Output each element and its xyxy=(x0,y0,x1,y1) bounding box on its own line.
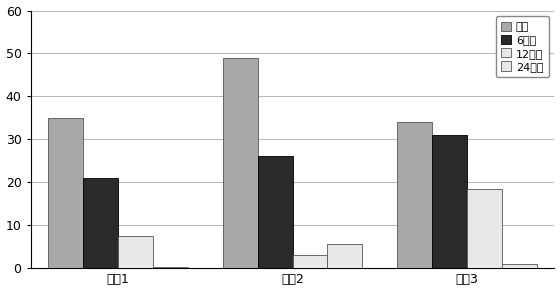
Bar xyxy=(292,255,328,268)
Bar xyxy=(83,178,118,268)
Bar xyxy=(397,122,432,268)
Bar xyxy=(223,58,258,268)
Bar xyxy=(153,267,188,268)
Bar xyxy=(118,236,153,268)
Bar xyxy=(48,118,83,268)
Bar xyxy=(432,135,467,268)
Bar xyxy=(467,189,502,268)
Bar xyxy=(502,264,537,268)
Bar xyxy=(328,244,362,268)
Bar xyxy=(258,157,292,268)
Legend: 对照, 6小时, 12小时, 24小时: 对照, 6小时, 12小时, 24小时 xyxy=(496,16,549,77)
